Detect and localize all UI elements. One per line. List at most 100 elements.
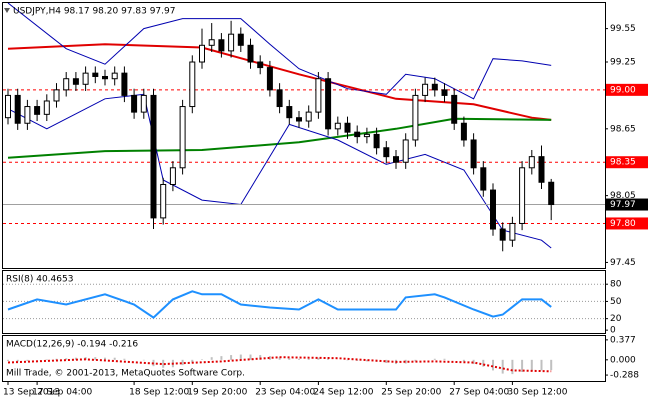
panel: [3, 3, 605, 252]
candle-body: [470, 139, 477, 169]
macd-frame: [2, 335, 606, 382]
candle-body: [43, 100, 50, 115]
candle-body: [538, 156, 545, 183]
candle-body: [325, 78, 332, 130]
macd-title: MACD(12,26,9) -0.194 -0.216: [6, 340, 138, 350]
x-tick-label: 27 Sep 04:00: [449, 388, 509, 398]
candle-body: [92, 72, 99, 77]
signal-line: [7, 356, 552, 373]
panel: [7, 354, 553, 375]
candle-body: [82, 72, 89, 85]
rsi-line: [7, 290, 552, 319]
y-tick-label: 99.55: [610, 24, 636, 34]
y-tick-label: 50: [610, 297, 622, 307]
level-box: [606, 217, 648, 230]
watermark: Mill Trade, © 2001-2013, MetaQuotes Soft…: [6, 369, 245, 379]
candle-body: [111, 72, 118, 80]
candle-body: [480, 167, 487, 191]
candle-body: [441, 89, 448, 96]
candle-body: [179, 106, 186, 169]
level-box: [606, 83, 648, 96]
x-tick-label: 17 Sep 04:00: [32, 388, 92, 398]
candle-body: [402, 139, 409, 163]
candle-body: [169, 167, 176, 185]
y-tick-label: -0.288: [610, 371, 639, 381]
candle-body: [160, 183, 167, 219]
candle-body: [218, 39, 225, 52]
candle-body: [548, 181, 555, 206]
x-tick-label: 24 Sep 12:00: [313, 388, 373, 398]
candle-body: [24, 106, 31, 124]
candle-body: [247, 44, 254, 63]
candle-body: [276, 89, 283, 108]
candle-body: [14, 94, 21, 124]
candle-body: [102, 75, 108, 80]
candle-body: [296, 117, 302, 122]
level-label: 98.35: [610, 158, 636, 168]
candle-body: [121, 72, 128, 96]
x-tick-label: 23 Sep 04:00: [255, 388, 315, 398]
rsi-title: RSI(8) 40.4653: [6, 275, 73, 285]
y-tick-label: 0.377: [610, 335, 636, 345]
x-tick-label: 18 Sep 12:00: [129, 388, 189, 398]
candle-body: [228, 33, 235, 52]
y-tick-label: 99.25: [610, 58, 636, 68]
level-box: [606, 156, 648, 169]
candle-body: [334, 122, 341, 130]
x-tick-label: 13 Sep 2013: [3, 388, 60, 398]
last-price-box: [606, 198, 648, 211]
last-price-label: 97.97: [610, 200, 636, 210]
candle-body: [460, 122, 467, 141]
main-frame: [2, 2, 606, 269]
candle-body: [199, 44, 205, 63]
candle-body: [208, 39, 215, 46]
x-tick-label: 25 Sep 20:00: [381, 388, 441, 398]
candle-body: [140, 94, 147, 113]
candle-body: [373, 133, 380, 149]
rsi-frame: [2, 270, 606, 334]
y-tick-label: 97.45: [610, 258, 636, 268]
candle-body: [363, 133, 370, 138]
candle-body: [266, 67, 273, 91]
candle-body: [131, 94, 138, 113]
candle-body: [305, 111, 312, 122]
candle-body: [519, 167, 526, 224]
candle-body: [354, 131, 361, 138]
y-tick-label: 0: [610, 326, 616, 336]
plot-layers: 97.45 98.05 98.65 99.25 99.55 99.00 98.35 97.80…: [3, 3, 648, 398]
candle-body: [150, 94, 157, 219]
y-tick-label: 80: [610, 280, 622, 290]
candle-body: [344, 122, 351, 133]
main-title: USDJPY,H4 98.17 98.20 97.83 97.97: [13, 7, 175, 17]
candle-body: [5, 94, 11, 119]
candle-body: [237, 33, 244, 46]
band: [7, 3, 552, 100]
candle-body: [422, 83, 429, 96]
candle-body: [490, 189, 496, 230]
level-label: 97.80: [610, 219, 636, 229]
y-tick-label: 0.000: [610, 355, 636, 365]
y-tick-label: 98.05: [610, 191, 636, 201]
moving-average: [7, 43, 552, 121]
candle-body: [286, 106, 293, 119]
panel: [3, 283, 605, 320]
candle-body: [34, 106, 41, 115]
candle-body: [53, 89, 60, 102]
candle-body: [412, 94, 419, 141]
candle-body: [431, 83, 438, 91]
y-tick-label: 98.65: [610, 124, 636, 134]
x-tick-label: 30 Sep 12:00: [507, 388, 567, 398]
x-tick-label: 19 Sep 20:00: [187, 388, 247, 398]
level-label: 99.00: [610, 85, 636, 95]
header-icon: [4, 8, 10, 13]
candle-body: [499, 228, 506, 241]
candle-body: [315, 78, 322, 113]
candle-body: [451, 94, 458, 124]
candle-body: [528, 156, 535, 169]
candle-body: [383, 147, 390, 158]
y-tick-label: 20: [610, 314, 622, 324]
candle-body: [509, 222, 516, 241]
candle-body: [72, 78, 79, 85]
